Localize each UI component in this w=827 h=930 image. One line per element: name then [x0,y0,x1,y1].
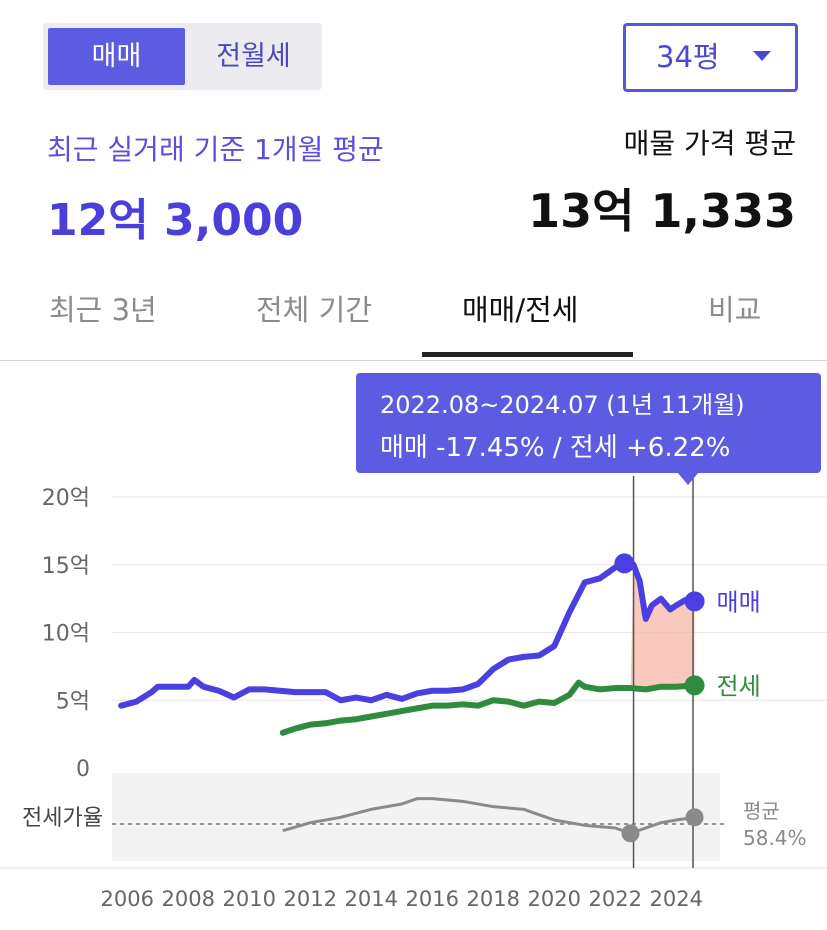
x-tick-label: 2014 [345,887,398,911]
sale-tab-button[interactable]: 매매 [48,28,185,85]
ratio-line [282,797,695,835]
recent-price-label: 최근 실거래 기준 1개월 평균 [47,133,384,166]
sale-end-point [684,591,705,612]
y-tick-label: 20억 [42,486,90,511]
ratio-panel-bg [112,773,720,861]
listing-price-label: 매물 가격 평균 [623,127,796,160]
ratio-end-point [685,808,704,827]
jeonse-end-point [684,675,705,696]
y-tick-label: 5억 [56,689,90,714]
x-tick-label: 2024 [650,887,703,911]
chevron-down-icon [753,51,771,61]
ratio-average-value: 58.4% [743,826,807,850]
y-tick-label: 15억 [42,554,90,579]
jeonse-series-label: 전세 [717,672,761,700]
active-tab-indicator [422,352,633,357]
recent-price-value: 12억 3,000 [47,195,304,246]
x-tick-label: 2010 [223,887,276,911]
size-select-value: 34평 [656,40,720,74]
x-tick-label: 2006 [101,887,154,911]
range-tooltip: 2022.08~2024.07 (1년 11개월) 매매 -17.45% / 전… [356,373,821,473]
jeonse-price-line [279,679,698,736]
tab-compare[interactable]: 비교 [708,293,762,327]
listing-price-value: 13억 1,333 [528,184,796,238]
sale-start-point [614,553,635,574]
x-tick-label: 2012 [284,887,337,911]
x-tick-label: 2022 [589,887,642,911]
tab-all-period[interactable]: 전체 기간 [256,293,372,327]
y-tick-label: 10억 [42,622,90,647]
rent-tab-button[interactable]: 전월세 [216,41,291,72]
tooltip-arrow [677,472,699,485]
trade-type-toggle: 매매 전월세 [43,23,322,90]
y-tick-label: 0 [76,757,90,782]
size-select[interactable]: 34평 [623,23,798,92]
x-tick-label: 2018 [467,887,520,911]
x-tick-label: 2008 [162,887,215,911]
tab-sale-jeonse[interactable]: 매매/전세 [462,293,579,327]
ratio-series-label: 전세가율 [22,806,103,831]
sale-series-label: 매매 [717,588,761,616]
tooltip-changes: 매매 -17.45% / 전세 +6.22% [380,433,731,463]
tabs-divider [0,360,827,361]
change-highlight-area [630,564,695,690]
tab-recent-3y[interactable]: 최근 3년 [49,293,157,327]
ratio-start-point [621,824,640,843]
ratio-average-label: 평균 [743,799,780,823]
tooltip-range: 2022.08~2024.07 (1년 11개월) [380,391,745,419]
x-tick-label: 2016 [406,887,459,911]
x-tick-label: 2020 [528,887,581,911]
sale-price-line [118,560,698,709]
